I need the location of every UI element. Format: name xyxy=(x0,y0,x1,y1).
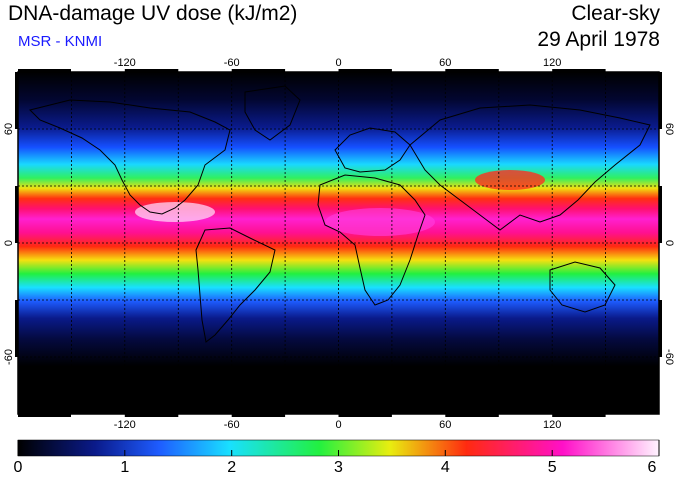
lon-tick-top-0: 0 xyxy=(335,57,341,69)
uv-peak-sahara xyxy=(325,208,435,236)
frame-border xyxy=(15,69,662,417)
map-frame xyxy=(18,72,659,414)
asia-outline xyxy=(409,104,651,231)
lat-tick-labels-right: 60 0 -60 xyxy=(663,123,675,365)
lon-tick-top-m120: -120 xyxy=(114,57,136,69)
uv-peak-atlantic xyxy=(135,202,215,222)
lon-tick-top-60: 60 xyxy=(439,57,451,69)
lon-tick-bottom-m120: -120 xyxy=(114,419,136,431)
north-america-outline xyxy=(29,99,231,215)
europe-outline xyxy=(334,127,411,173)
australia-outline xyxy=(549,261,616,313)
lat-tick-right-m60: -60 xyxy=(663,349,675,365)
data-source-label: MSR - KNMI xyxy=(18,33,103,50)
lon-tick-bottom-m60: -60 xyxy=(224,419,240,431)
lat-tick-right-60: 60 xyxy=(663,123,675,135)
colorbar-label-1: 1 xyxy=(120,459,130,476)
colorbar-ticks xyxy=(17,440,660,456)
lon-tick-bottom-120: 120 xyxy=(543,419,561,431)
continent-outlines xyxy=(18,85,659,401)
africa-outline xyxy=(317,174,426,306)
colorbar-label-0: 0 xyxy=(13,459,23,476)
colorbar-label-2: 2 xyxy=(227,459,237,476)
date-label: 29 April 1978 xyxy=(537,28,660,51)
lon-tick-bottom-0: 0 xyxy=(335,419,341,431)
colorbar-label-4: 4 xyxy=(440,459,450,476)
lat-tick-left-60: 60 xyxy=(3,123,15,135)
lon-tick-labels-top: -120 -60 0 60 120 xyxy=(114,57,562,69)
colorbar-label-6: 6 xyxy=(647,459,657,476)
lon-tick-labels-bottom: -120 -60 0 60 120 xyxy=(114,419,562,431)
lon-tick-bottom-60: 60 xyxy=(439,419,451,431)
uv-low-tibet xyxy=(475,170,545,190)
colorbar-label-5: 5 xyxy=(547,459,557,476)
lat-tick-right-0: 0 xyxy=(663,240,675,246)
lat-tick-left-m60: -60 xyxy=(3,349,15,365)
lat-tick-labels-left: 60 0 -60 xyxy=(3,123,15,365)
lon-tick-top-120: 120 xyxy=(543,57,561,69)
south-america-outline xyxy=(195,227,276,343)
greenland-outline xyxy=(244,85,301,141)
map-gridlines xyxy=(18,72,659,414)
lon-tick-top-m60: -60 xyxy=(224,57,240,69)
colorbar-label-3: 3 xyxy=(334,459,343,476)
lat-tick-left-0: 0 xyxy=(3,240,15,246)
sky-condition-label: Clear-sky xyxy=(571,2,660,25)
antarctica-outline xyxy=(18,392,659,401)
chart-title: DNA-damage UV dose (kJ/m2) xyxy=(8,2,298,25)
